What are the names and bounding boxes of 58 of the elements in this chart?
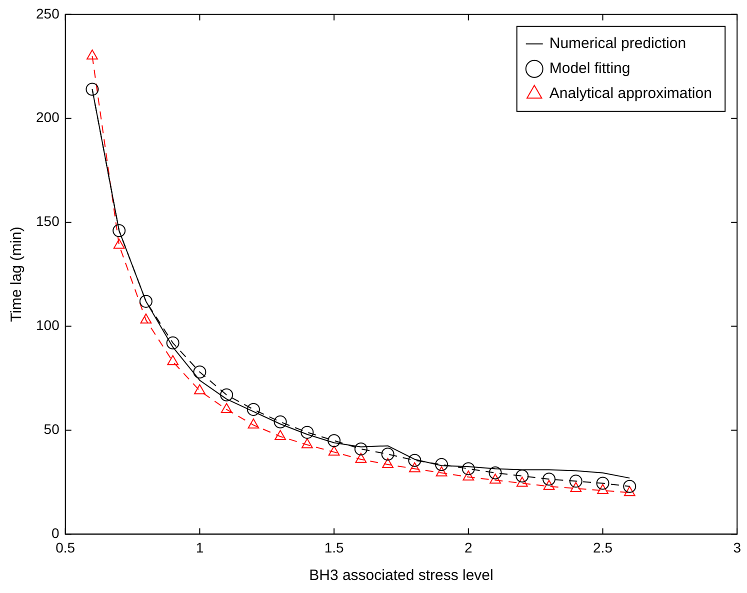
legend-label: Numerical prediction <box>549 35 686 52</box>
point <box>220 388 234 402</box>
point <box>139 294 152 308</box>
x-tick-label: 1 <box>196 539 204 556</box>
point <box>166 336 180 350</box>
y-tick-label: 250 <box>36 5 60 22</box>
point <box>570 482 582 492</box>
point <box>274 415 287 428</box>
point <box>113 238 125 249</box>
x-tick-label: 2 <box>464 539 473 556</box>
point <box>488 466 502 480</box>
point <box>112 224 126 238</box>
point <box>354 442 368 456</box>
point <box>382 458 394 468</box>
point <box>355 452 367 463</box>
point <box>462 470 474 481</box>
point <box>140 314 152 324</box>
point <box>542 472 556 486</box>
point <box>462 462 475 476</box>
y-tick-label: 200 <box>36 109 60 126</box>
point <box>86 82 99 96</box>
legend-label: Analytical approximation <box>549 85 712 102</box>
point <box>436 466 448 476</box>
point <box>623 480 636 493</box>
point <box>246 402 260 416</box>
point <box>167 355 179 366</box>
point <box>408 454 422 467</box>
point <box>274 430 286 440</box>
point <box>328 434 341 448</box>
point <box>408 462 420 472</box>
point <box>597 484 608 494</box>
y-tick-label: 0 <box>52 525 60 542</box>
x-axis-title: BH3 associated stress level <box>309 567 494 584</box>
legend-label: Model fitting <box>549 60 630 78</box>
point <box>300 426 314 439</box>
point <box>194 384 206 394</box>
point <box>328 446 340 456</box>
x-tick-label: 1.5 <box>324 539 344 556</box>
x-tick-label: 2.5 <box>593 539 613 556</box>
point <box>248 418 260 429</box>
point <box>516 476 528 487</box>
point <box>543 480 555 490</box>
point <box>301 438 313 448</box>
point <box>596 476 610 490</box>
point <box>193 366 206 379</box>
x-tick-label: 0.5 <box>56 539 76 556</box>
point <box>569 474 582 488</box>
point <box>435 458 448 472</box>
point <box>516 469 529 482</box>
y-axis-title: Time lag (min) <box>8 226 26 322</box>
point <box>381 448 394 461</box>
point <box>220 402 232 413</box>
y-tick-label: 100 <box>36 317 60 334</box>
point <box>624 486 636 496</box>
point <box>490 474 501 484</box>
y-tick-label: 150 <box>36 213 60 230</box>
y-tick-label: 50 <box>44 421 60 438</box>
x-tick-label: 3 <box>733 539 742 556</box>
